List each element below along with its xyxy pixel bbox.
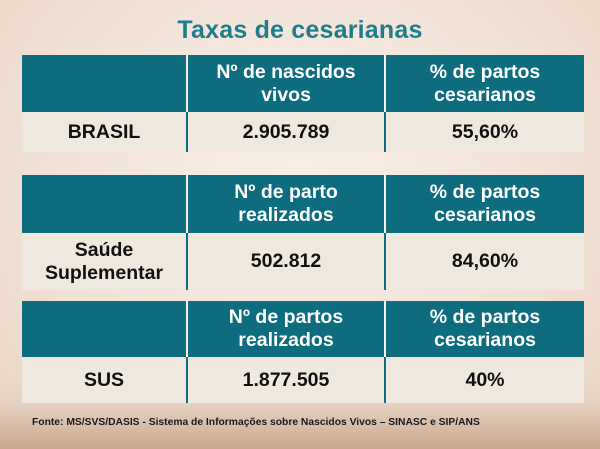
table-brasil: Nº de nascidos vivos % de partos cesaria…	[22, 55, 584, 152]
header-empty-cell	[22, 175, 187, 233]
page-title: Taxas de cesarianas	[177, 16, 423, 44]
header-empty-cell	[22, 55, 187, 112]
table-sus: Nº de partos realizados % de partos cesa…	[22, 301, 584, 403]
row-label: SUS	[22, 357, 187, 403]
table-row: Saúde Suplementar 502.812 84,60%	[22, 233, 584, 290]
table-header-row: Nº de partos realizados % de partos cesa…	[22, 301, 584, 357]
source-note: Fonte: MS/SVS/DASIS - Sistema de Informa…	[32, 417, 480, 428]
row-total: 502.812	[186, 233, 385, 290]
row-total: 1.877.505	[186, 357, 385, 403]
table-row: BRASIL 2.905.789 55,60%	[22, 112, 584, 152]
row-percent: 84,60%	[384, 233, 584, 290]
row-percent: 40%	[384, 357, 584, 403]
row-label: BRASIL	[22, 112, 187, 152]
table-header-row: Nº de parto realizados % de partos cesar…	[22, 175, 584, 233]
row-total: 2.905.789	[186, 112, 385, 152]
row-label: Saúde Suplementar	[22, 233, 187, 290]
header-empty-cell	[22, 301, 187, 357]
row-percent: 55,60%	[384, 112, 584, 152]
header-percent: % de partos cesarianos	[384, 175, 584, 233]
header-count: Nº de nascidos vivos	[186, 55, 385, 112]
table-row: SUS 1.877.505 40%	[22, 357, 584, 403]
table-header-row: Nº de nascidos vivos % de partos cesaria…	[22, 55, 584, 112]
header-percent: % de partos cesarianos	[384, 55, 584, 112]
header-count: Nº de partos realizados	[186, 301, 385, 357]
table-saude-suplementar: Nº de parto realizados % de partos cesar…	[22, 175, 584, 290]
header-percent: % de partos cesarianos	[384, 301, 584, 357]
header-count: Nº de parto realizados	[186, 175, 385, 233]
